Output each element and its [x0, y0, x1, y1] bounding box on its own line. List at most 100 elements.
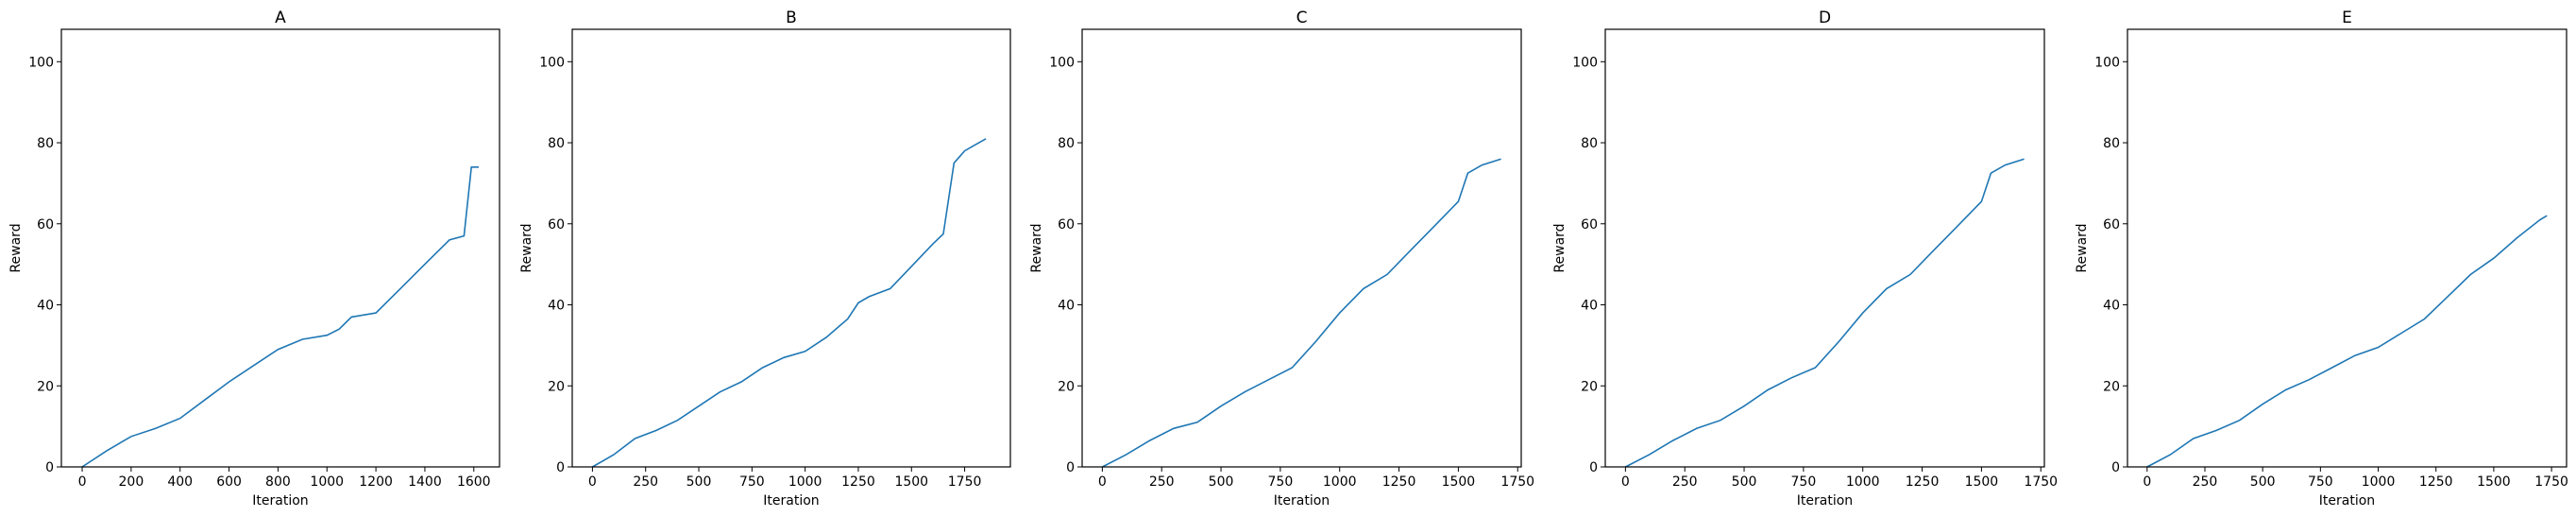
- y-tick-label: 100: [1572, 55, 1598, 70]
- y-tick-label: 80: [37, 136, 54, 151]
- x-tick-label: 400: [167, 474, 193, 490]
- chart-title: D: [1819, 9, 1831, 27]
- y-tick-label: 20: [37, 379, 54, 394]
- x-tick-label: 1250: [1382, 474, 1416, 490]
- chart-title: E: [2342, 9, 2352, 27]
- y-tick-label: 0: [2111, 460, 2120, 475]
- x-tick-label: 0: [78, 474, 87, 490]
- y-tick-label: 60: [2103, 217, 2120, 233]
- x-axis-label: Iteration: [1797, 493, 1853, 508]
- x-axis-label: Iteration: [763, 493, 819, 508]
- x-tick-label: 1750: [2534, 474, 2568, 490]
- x-tick-label: 1750: [1500, 474, 1534, 490]
- x-tick-label: 250: [1672, 474, 1698, 490]
- x-tick-label: 750: [739, 474, 765, 490]
- x-tick-label: 500: [2250, 474, 2276, 490]
- y-tick-label: 40: [548, 299, 565, 314]
- y-tick-label: 60: [1058, 217, 1075, 233]
- y-tick-label: 80: [1581, 136, 1598, 151]
- y-tick-label: 80: [548, 136, 565, 151]
- y-tick-label: 0: [556, 460, 565, 475]
- y-tick-label: 20: [1058, 379, 1075, 394]
- x-tick-label: 1250: [841, 474, 875, 490]
- y-tick-label: 40: [1058, 299, 1075, 314]
- x-tick-label: 0: [1621, 474, 1630, 490]
- x-tick-label: 1000: [788, 474, 822, 490]
- x-tick-label: 1000: [2362, 474, 2396, 490]
- y-axis-label: Reward: [1029, 223, 1044, 272]
- y-tick-label: 20: [2103, 379, 2120, 394]
- chart-title: A: [275, 9, 286, 27]
- x-tick-label: 200: [119, 474, 144, 490]
- y-tick-label: 80: [1058, 136, 1075, 151]
- y-tick-label: 0: [1589, 460, 1598, 475]
- y-tick-label: 100: [1049, 55, 1075, 70]
- y-axis-label: Reward: [519, 223, 534, 272]
- y-tick-label: 0: [1066, 460, 1075, 475]
- x-tick-label: 250: [2193, 474, 2218, 490]
- x-tick-label: 1000: [310, 474, 344, 490]
- x-tick-label: 1400: [408, 474, 442, 490]
- x-axis-label: Iteration: [2319, 493, 2375, 508]
- x-tick-label: 750: [2308, 474, 2333, 490]
- y-axis-label: Reward: [8, 223, 24, 272]
- series-line: [592, 138, 987, 468]
- axes-frame: [571, 28, 1011, 468]
- axes-frame: [2127, 28, 2568, 468]
- y-tick-label: 0: [45, 460, 54, 475]
- y-tick-label: 60: [37, 217, 54, 233]
- series-line: [81, 166, 479, 468]
- x-tick-label: 250: [633, 474, 658, 490]
- x-tick-label: 1500: [1965, 474, 1999, 490]
- y-tick-label: 40: [2103, 299, 2120, 314]
- y-tick-label: 100: [2094, 55, 2120, 70]
- chart-1: A 0 200 400 600 800 1000 1200 1400 1600 0 20 40 60 80 1…: [8, 9, 500, 508]
- y-axis-label: Reward: [2075, 223, 2090, 272]
- y-tick-label: 80: [2103, 136, 2120, 151]
- x-axis-label: Iteration: [252, 493, 308, 508]
- axes-frame: [1081, 28, 1522, 468]
- x-axis-label: Iteration: [1274, 493, 1330, 508]
- y-axis-label: Reward: [1552, 223, 1568, 272]
- y-tick-label: 100: [539, 55, 565, 70]
- x-tick-label: 1200: [359, 474, 393, 490]
- axes-frame: [60, 28, 500, 468]
- y-tick-label: 60: [548, 217, 565, 233]
- x-tick-label: 750: [1268, 474, 1294, 490]
- y-tick-label: 60: [1581, 217, 1598, 233]
- x-tick-label: 500: [686, 474, 712, 490]
- y-tick-label: 40: [37, 299, 54, 314]
- x-tick-label: 1500: [2477, 474, 2511, 490]
- x-tick-label: 1000: [1323, 474, 1357, 490]
- axes-frame: [1604, 28, 2045, 468]
- x-tick-label: 250: [1149, 474, 1175, 490]
- y-tick-label: 40: [1581, 299, 1598, 314]
- chart-title: B: [786, 9, 797, 27]
- x-tick-label: 1750: [948, 474, 982, 490]
- x-tick-label: 1500: [1442, 474, 1476, 490]
- y-tick-label: 100: [28, 55, 54, 70]
- x-tick-label: 0: [588, 474, 597, 490]
- x-tick-label: 500: [1209, 474, 1234, 490]
- x-tick-label: 1750: [2024, 474, 2058, 490]
- chart-3: C 0 250 500 750 1000 1250 1500 1750 0 20 40 60 80 100 I…: [1029, 9, 1534, 508]
- series-line: [1102, 158, 1501, 468]
- x-tick-label: 500: [1732, 474, 1757, 490]
- y-tick-label: 20: [548, 379, 565, 394]
- x-tick-label: 800: [265, 474, 291, 490]
- x-tick-label: 600: [216, 474, 242, 490]
- chart-2: B 0 250 500 750 1000 1250 1500 1750 0 20 40 60 80 100 I…: [519, 9, 1011, 508]
- chart-5: E 0 250 500 750 1000 1250 1500 1750 0 20 40 60 80 100 I…: [2075, 9, 2568, 508]
- chart-title: C: [1296, 9, 1308, 27]
- x-tick-label: 750: [1791, 474, 1817, 490]
- x-tick-label: 0: [2143, 474, 2151, 490]
- x-tick-label: 1000: [1846, 474, 1880, 490]
- x-tick-label: 1500: [894, 474, 928, 490]
- series-line: [1625, 158, 2025, 468]
- chart-4: D 0 250 500 750 1000 1250 1500 1750 0 20 40 60 80 100 I…: [1552, 9, 2058, 508]
- x-tick-label: 0: [1098, 474, 1107, 490]
- series-line: [2146, 215, 2548, 468]
- x-tick-label: 1250: [1906, 474, 1940, 490]
